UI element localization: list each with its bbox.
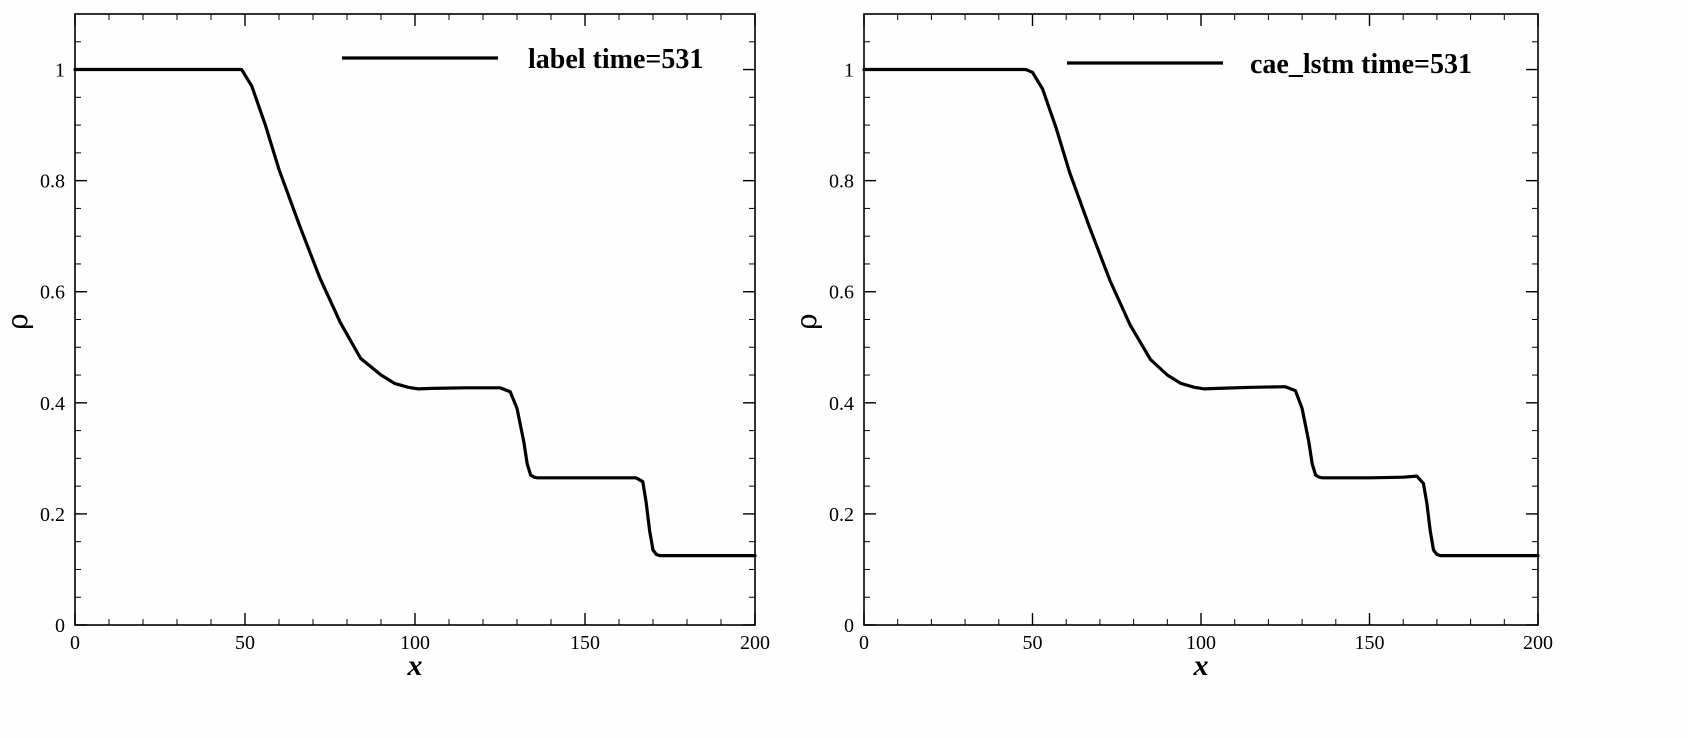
x-axis-title: x xyxy=(1193,649,1209,682)
series-line xyxy=(862,67,1540,558)
y-tick-label: 0.2 xyxy=(829,504,854,526)
x-tick-label: 0 xyxy=(70,632,80,654)
y-tick-label: 0.2 xyxy=(40,504,65,526)
plot-frame xyxy=(863,13,1539,626)
x-tick-label: 100 xyxy=(1186,632,1216,654)
legend-label: cae_lstm time=531 xyxy=(1250,49,1472,80)
y-tick-label: 1 xyxy=(844,60,854,82)
x-tick-label: 200 xyxy=(740,632,770,654)
x-tick-label: 150 xyxy=(1355,632,1385,654)
x-axis-title: x xyxy=(407,649,423,682)
y-axis-title: ρ xyxy=(1,313,34,329)
y-axis-title: ρ xyxy=(790,313,823,329)
x-tick-label: 0 xyxy=(859,632,869,654)
y-tick-label: 0.8 xyxy=(40,171,65,193)
x-tick-label: 50 xyxy=(235,632,255,654)
y-tick-label: 1 xyxy=(55,60,65,82)
y-tick-label: 0.6 xyxy=(829,282,854,304)
chart-panel-cae-lstm: 0 50 100 150 200 0 0.2 0.4 0.6 0.8 1 x ρ cae_lstm tim… xyxy=(790,13,1553,682)
x-tick-label: 150 xyxy=(570,632,600,654)
y-tick-label: 0 xyxy=(844,615,854,637)
y-tick-label: 0 xyxy=(55,615,65,637)
plot-frame xyxy=(74,13,756,626)
y-tick-label: 0.4 xyxy=(829,393,854,415)
x-tick-label: 100 xyxy=(400,632,430,654)
x-tick-label: 200 xyxy=(1523,632,1553,654)
y-tick-label: 0.4 xyxy=(40,393,65,415)
chart-panel-label: 0 50 100 150 200 0 0.2 0.4 0.6 0.8 1 x ρ label time=5… xyxy=(1,13,770,682)
y-tick-label: 0.8 xyxy=(829,171,854,193)
y-tick-label: 0.6 xyxy=(40,282,65,304)
x-tick-label: 50 xyxy=(1023,632,1043,654)
series-line xyxy=(73,67,757,558)
legend-label: label time=531 xyxy=(528,44,703,75)
